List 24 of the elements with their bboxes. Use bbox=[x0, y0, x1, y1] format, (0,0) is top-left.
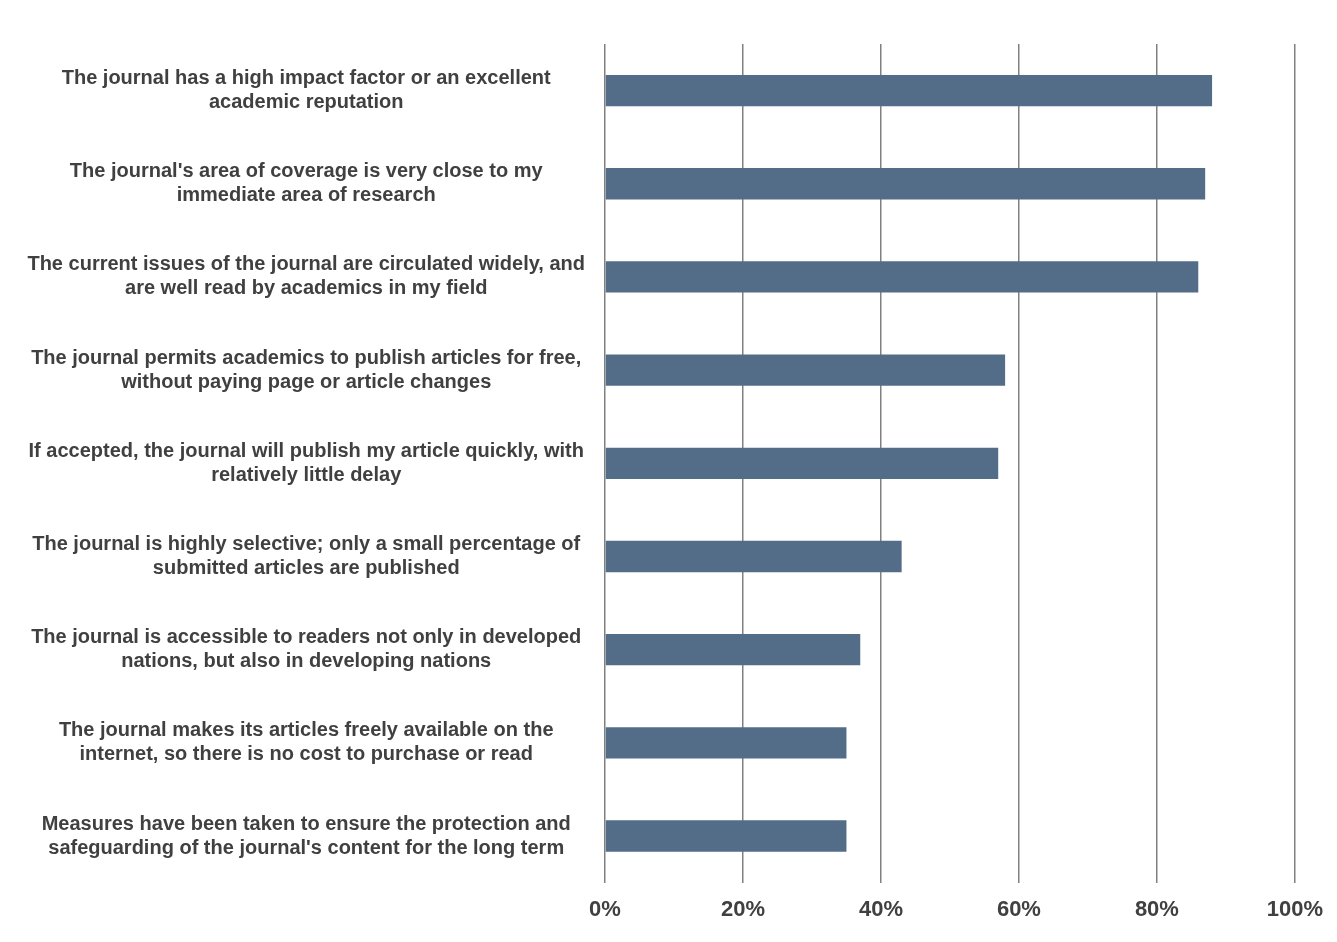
x-tick-label: 80% bbox=[1134, 895, 1179, 921]
bar bbox=[605, 74, 1213, 107]
bar bbox=[605, 354, 1006, 386]
y-tick-label: Measures have been taken to ensure the protection and safeguarding of the journal's content for the long term bbox=[41, 811, 571, 858]
bar bbox=[605, 634, 861, 666]
bar bbox=[605, 168, 1206, 200]
bar bbox=[605, 820, 847, 852]
y-tick-label: The journal is highly selective; only a small percentage of submitted articles are published bbox=[32, 531, 581, 578]
y-tick-label: The current issues of the journal are circulated widely, and are well read by academics in my field bbox=[27, 252, 585, 299]
bar bbox=[605, 261, 1199, 293]
y-tick-label: The journal makes its articles freely available on the internet, so there is no cost to purchase or read bbox=[58, 718, 554, 765]
x-tick-label: 40% bbox=[858, 895, 903, 921]
y-tick-label: The journal permits academics to publish articles for free, without paying page or article changes bbox=[31, 345, 582, 392]
x-tick-label: 0% bbox=[589, 895, 621, 921]
x-tick-label: 100% bbox=[1266, 895, 1324, 921]
bar bbox=[605, 447, 999, 479]
bar bbox=[605, 540, 902, 573]
y-tick-label: The journal has a high impact factor or an excellent academic reputation bbox=[61, 66, 552, 113]
bar bbox=[605, 727, 847, 759]
y-tick-label: If accepted, the journal will publish my article quickly, with relatively little delay bbox=[28, 438, 584, 485]
x-tick-label: 60% bbox=[996, 895, 1041, 921]
x-tick-label: 20% bbox=[720, 895, 765, 921]
y-tick-label: The journal is accessible to readers not only in developed nations, but also in developing nations bbox=[31, 625, 582, 672]
y-tick-label: The journal's area of coverage is very close to my immediate area of research bbox=[69, 159, 544, 206]
